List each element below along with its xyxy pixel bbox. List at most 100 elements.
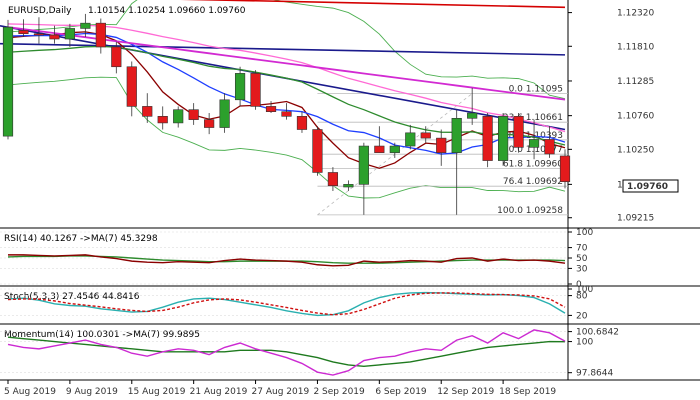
candle [281, 103, 292, 120]
ohlc-readout: 1.10154 1.10254 1.09660 1.09760 [88, 6, 246, 16]
candle-body [2, 26, 14, 137]
date-tick-label: 21 Aug 2019 [190, 387, 248, 397]
date-tick-label: 15 Aug 2019 [128, 387, 186, 397]
date-tick-label: 5 Aug 2019 [4, 387, 56, 397]
date-tick-label: 12 Sep 2019 [437, 387, 494, 397]
candle-body [234, 73, 246, 101]
date-tick-label: 18 Sep 2019 [499, 387, 556, 397]
candle-body [513, 116, 524, 148]
candle [498, 113, 509, 166]
current-price: 1.09760 [627, 182, 668, 192]
price-panel: EURUSD,Daily 1.10154 1.10254 1.09660 1.0… [0, 0, 700, 229]
candlesticks [2, 13, 571, 215]
candle-body [219, 99, 230, 128]
candle [2, 19, 14, 140]
date-tick-label: 6 Sep 2019 [375, 387, 427, 397]
candle [513, 113, 524, 153]
candle [18, 19, 29, 38]
candle [219, 93, 230, 133]
tick-label: 100 [576, 338, 593, 348]
candle [80, 13, 91, 38]
candle [544, 126, 555, 158]
candle [33, 17, 45, 44]
candle [482, 113, 493, 168]
candle [559, 149, 571, 189]
candle-body [157, 116, 168, 124]
candle-body [265, 106, 277, 112]
fib-label: 76.4 1.09692 [503, 177, 563, 187]
candle [49, 25, 60, 44]
candle-body [559, 155, 571, 183]
candle-body [498, 116, 509, 161]
candle-body [467, 112, 478, 119]
long-ma-line [0, 42, 566, 56]
candle-body [111, 46, 122, 68]
candle-body [173, 109, 184, 124]
fib-label: 50.0 1.10177 [503, 145, 563, 155]
candle [327, 167, 339, 191]
price-tick-label: 1.12320 [617, 9, 654, 19]
candle-body [250, 73, 261, 107]
candle-body [528, 139, 540, 148]
candle-body [343, 184, 354, 188]
stoch-d-line [7, 292, 566, 316]
candle [312, 126, 323, 176]
candle [173, 106, 184, 128]
candle-body [482, 116, 493, 161]
candle [389, 142, 400, 158]
rsi-title: RSI(14) 40.1267 ->MA(7) 45.3298 [4, 234, 158, 244]
price-tick-label: 1.09215 [617, 214, 654, 224]
candle [467, 87, 478, 125]
tick-label: 20 [576, 311, 588, 321]
price-tick-label: 1.11285 [617, 77, 654, 87]
candle [234, 66, 246, 107]
tick-label: 30 [576, 264, 588, 274]
tick-label: 50 [576, 254, 588, 264]
candle [95, 18, 106, 54]
rsi-line [8, 254, 566, 267]
tick-label: 100 [576, 285, 593, 295]
candle [343, 180, 354, 191]
fib-label: 61.8 1.09960 [503, 160, 563, 170]
candle [451, 109, 462, 215]
candle-body [296, 116, 308, 130]
candle [265, 101, 277, 114]
candle-body [358, 145, 369, 185]
fib-label: 38.2 1.10393 [503, 131, 563, 141]
fib-label: 0.0 1.11095 [509, 85, 563, 95]
candle [405, 124, 416, 150]
candle-body [451, 117, 462, 153]
long-red-ma-line [179, 0, 566, 9]
fib-label: 23.6 1.10661 [503, 113, 563, 123]
candle-body [374, 145, 385, 153]
tick-label: 80 [576, 292, 588, 302]
price-tick-label: 1.11810 [617, 42, 654, 52]
candle [296, 111, 308, 133]
candle-body [64, 28, 75, 40]
candle [374, 126, 385, 153]
candle [188, 103, 199, 125]
candle-body [126, 66, 137, 107]
candle [157, 106, 168, 130]
candle-body [142, 106, 153, 117]
candle [111, 41, 122, 74]
fib-label: 100.0 1.09258 [497, 206, 563, 216]
candle-body [18, 30, 29, 35]
candle-body [544, 139, 555, 155]
candle [142, 93, 153, 123]
candle-body [281, 111, 292, 117]
candle-body [204, 119, 215, 128]
candle [64, 23, 75, 47]
candle-body [405, 132, 416, 147]
candle [358, 142, 369, 215]
candle [204, 113, 215, 135]
price-title: EURUSD,Daily [8, 6, 72, 16]
candle [528, 119, 540, 160]
momentum-line [7, 329, 566, 376]
momentum-title: Momentum(14) 100.0301 ->MA(7) 99.9895 [4, 330, 200, 340]
stoch-title: Stoch(5,3,3) 27.4546 44.8416 [4, 292, 140, 302]
